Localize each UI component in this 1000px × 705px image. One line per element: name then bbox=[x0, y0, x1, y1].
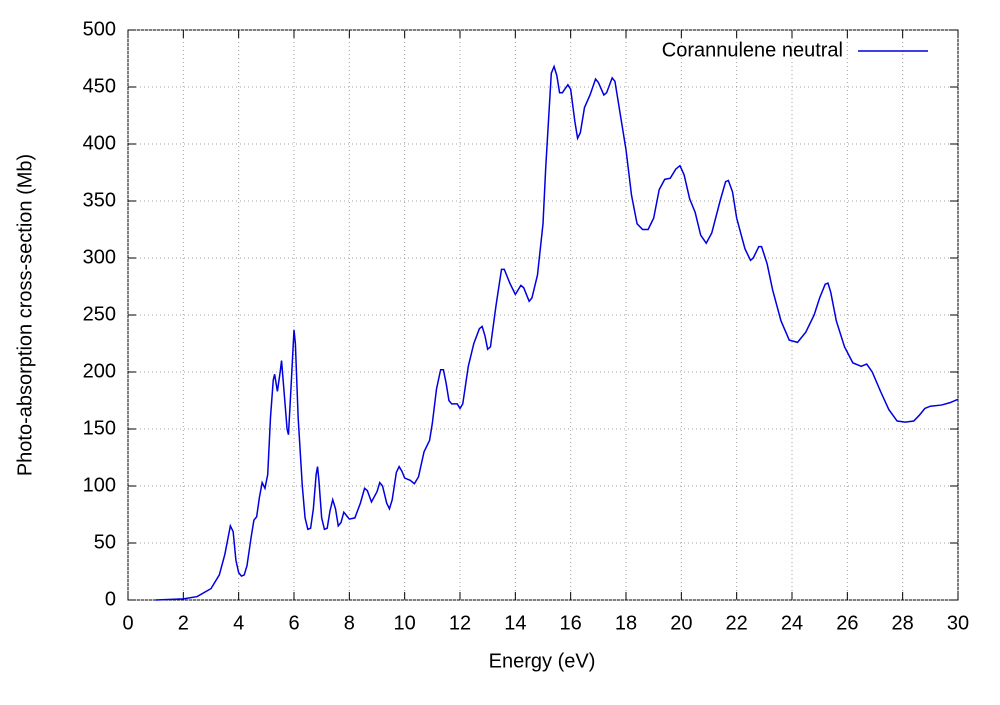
x-tick-label: 30 bbox=[947, 612, 969, 634]
y-tick-label: 300 bbox=[83, 246, 116, 268]
y-tick-label: 400 bbox=[83, 132, 116, 154]
y-tick-label: 200 bbox=[83, 360, 116, 382]
x-tick-label: 16 bbox=[560, 612, 582, 634]
y-tick-label: 50 bbox=[94, 531, 116, 553]
x-tick-label: 6 bbox=[288, 612, 299, 634]
x-tick-label: 14 bbox=[504, 612, 526, 634]
y-tick-label: 250 bbox=[83, 303, 116, 325]
data-line bbox=[155, 64, 959, 601]
x-tick-label: 20 bbox=[670, 612, 692, 634]
y-tick-label: 450 bbox=[83, 75, 116, 97]
x-tick-label: 18 bbox=[615, 612, 637, 634]
x-tick-label: 22 bbox=[726, 612, 748, 634]
y-tick-label: 500 bbox=[83, 18, 116, 40]
x-axis-label: Energy (eV) bbox=[489, 650, 596, 672]
y-tick-label: 350 bbox=[83, 189, 116, 211]
x-tick-label: 8 bbox=[344, 612, 355, 634]
x-tick-label: 26 bbox=[836, 612, 858, 634]
x-tick-label: 0 bbox=[122, 612, 133, 634]
x-tick-label: 12 bbox=[449, 612, 471, 634]
x-tick-label: 24 bbox=[781, 612, 803, 634]
x-tick-label: 4 bbox=[233, 612, 244, 634]
x-tick-label: 10 bbox=[394, 612, 416, 634]
y-tick-label: 0 bbox=[105, 588, 116, 610]
x-tick-label: 2 bbox=[178, 612, 189, 634]
y-tick-label: 150 bbox=[83, 417, 116, 439]
legend-label: Corannulene neutral bbox=[662, 39, 843, 61]
x-tick-label: 28 bbox=[892, 612, 914, 634]
y-axis-label: Photo-absorption cross-section (Mb) bbox=[14, 154, 36, 476]
y-tick-label: 100 bbox=[83, 474, 116, 496]
